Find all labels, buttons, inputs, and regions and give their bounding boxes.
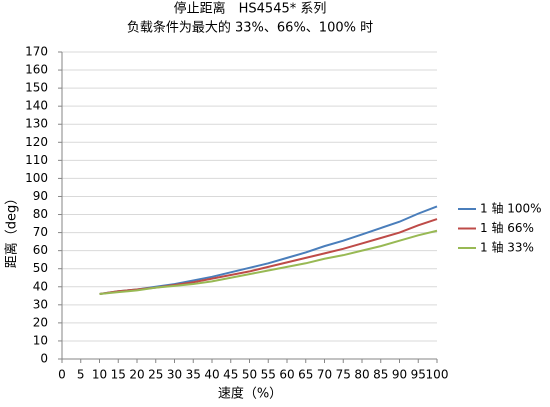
x-tick-label: 45 xyxy=(223,368,238,382)
y-tick-label: 20 xyxy=(33,315,48,329)
x-tick-label: 90 xyxy=(392,368,407,382)
y-tick-label: 60 xyxy=(33,243,48,257)
x-tick-label: 50 xyxy=(242,368,257,382)
y-tick-label: 100 xyxy=(25,171,48,185)
y-tick-label: 170 xyxy=(25,45,48,59)
x-tick-label: 85 xyxy=(373,368,388,382)
y-tick-label: 140 xyxy=(25,99,48,113)
data-line xyxy=(99,229,438,295)
y-tick-label: 90 xyxy=(33,189,48,203)
x-tick-label: 35 xyxy=(186,368,201,382)
x-tick-label: 40 xyxy=(204,368,219,382)
x-tick-label: 55 xyxy=(261,368,276,382)
x-tick-label: 30 xyxy=(167,368,182,382)
x-tick-label: 80 xyxy=(354,368,369,382)
y-tick-label: 150 xyxy=(25,81,48,95)
x-tick-label: 75 xyxy=(336,368,351,382)
y-tick-label: 80 xyxy=(33,207,48,221)
x-axis-label: 速度（%） xyxy=(218,386,282,402)
legend-label: 1 轴 100% xyxy=(480,201,542,216)
y-tick-label: 30 xyxy=(33,297,48,311)
y-tick-label: 10 xyxy=(33,333,48,347)
x-tick-label: 95 xyxy=(411,368,426,382)
x-tick-label: 60 xyxy=(279,368,294,382)
x-tick-label: 65 xyxy=(298,368,313,382)
x-tick-label: 10 xyxy=(92,368,107,382)
y-tick-label: 0 xyxy=(40,352,48,366)
data-line xyxy=(99,218,438,295)
y-axis-label: 距离（deg） xyxy=(4,192,20,269)
y-tick-label: 110 xyxy=(25,153,48,167)
legend-label: 1 轴 33% xyxy=(480,240,534,255)
x-tick-label: 15 xyxy=(111,368,126,382)
x-tick-label: 0 xyxy=(58,368,66,382)
x-tick-label: 20 xyxy=(129,368,144,382)
x-tick-label: 5 xyxy=(77,368,85,382)
x-tick-label: 70 xyxy=(317,368,332,382)
y-tick-label: 50 xyxy=(33,261,48,275)
chart-subtitle: 负载条件为最大的 33%、66%、100% 时 xyxy=(127,20,373,36)
y-tick-label: 120 xyxy=(25,135,48,149)
legend-label: 1 轴 66% xyxy=(480,220,534,235)
chart-title: 停止距离 HS4545* 系列 xyxy=(174,1,327,17)
y-tick-label: 160 xyxy=(25,63,48,77)
x-tick-label: 100 xyxy=(426,368,449,382)
y-tick-label: 40 xyxy=(33,279,48,293)
y-tick-label: 70 xyxy=(33,225,48,239)
x-tick-label: 25 xyxy=(148,368,163,382)
y-tick-label: 130 xyxy=(25,117,48,131)
